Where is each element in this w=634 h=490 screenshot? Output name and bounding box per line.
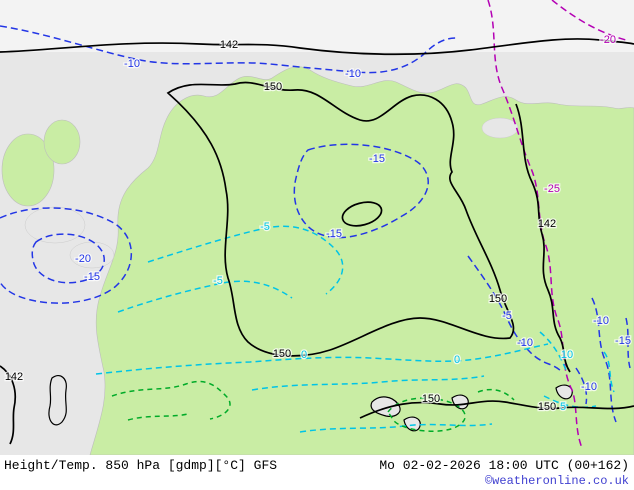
gray-patch-1 (24, 206, 86, 244)
contour-label: -20 (75, 253, 91, 265)
height-contour-142-east (515, 103, 571, 373)
contour-label: -5 (502, 310, 512, 322)
land-patch-west-2 (43, 119, 81, 165)
contour-label: -10 (517, 337, 533, 349)
weather-map: 142 150 142 150 150 142 150 150 -10 -10 -15 -15 -20 -… (0, 0, 634, 455)
lake-5 (555, 384, 573, 400)
contour-label: 150 (489, 293, 507, 305)
contour-label: -5 (260, 221, 270, 233)
temp-contour-green-1 (111, 380, 231, 420)
contour-label: 142 (5, 371, 23, 383)
chart-title: Height/Temp. 850 hPa [gdmp][°C] GFS (4, 458, 278, 473)
temp-contour-blue-west-outer (0, 207, 132, 304)
land-mass (89, 66, 634, 455)
temp-contour-green-2 (387, 397, 466, 432)
contour-label: 0 (301, 349, 307, 361)
contour-label: -10 (345, 68, 361, 80)
temp-contour-cyan-4 (251, 375, 485, 391)
temp-contour-cyan-6 (543, 395, 597, 408)
temp-contour-blue-west-inner (31, 233, 105, 284)
temp-contour-blue-southeast (467, 255, 563, 373)
contour-label: 10 (561, 349, 573, 361)
height-contour-inner-low (341, 201, 383, 227)
land-patch-west (1, 133, 55, 207)
footer-right: Mo 02-02-2026 18:00 UTC (00+162) ©weathe… (379, 458, 629, 488)
contour-labels-layer: 142 150 142 150 150 142 150 150 -10 -10 -15 -15 -20 -… (4, 33, 633, 415)
contour-label: 150 (538, 401, 556, 413)
contour-label: 142 (220, 39, 238, 51)
temp-contour-blue-east-2 (625, 317, 631, 369)
height-contour-142-southwest (0, 365, 17, 445)
temp-contour-green-3 (477, 388, 515, 401)
arctic-band (0, 0, 634, 52)
contour-label: -10 (581, 381, 597, 393)
temp-contour-green-4 (127, 413, 189, 421)
map-canvas: 142 150 142 150 150 142 150 150 -10 -10 -15 -15 -20 -… (0, 0, 634, 455)
contour-label: 5 (560, 401, 566, 413)
contour-label: -15 (369, 153, 385, 165)
contour-label: 150 (264, 81, 282, 93)
lake-3 (403, 416, 421, 432)
gray-patch-3 (481, 117, 519, 139)
contour-label: -20 (600, 34, 616, 46)
footer-copyright[interactable]: ©weatheronline.co.uk (484, 474, 629, 488)
contour-label: -10 (124, 58, 140, 70)
contour-label: 150 (273, 348, 291, 360)
contour-label: 0 (454, 354, 460, 366)
contour-label: -15 (84, 271, 100, 283)
contour-label: -15 (326, 228, 342, 240)
height-contour-150-main (166, 81, 515, 357)
temp-contour-cyan-2 (117, 280, 293, 313)
temp-contour-cyan-3 (95, 343, 549, 375)
temp-contour-blue-center-loop (293, 143, 429, 239)
temp-contour-cyan-8 (603, 351, 615, 393)
footer-datetime: Mo 02-02-2026 18:00 UTC (00+162) (379, 458, 629, 473)
contour-label: -5 (213, 275, 223, 287)
contour-label: -25 (544, 183, 560, 195)
temp-contour-blue-east-3 (575, 367, 588, 405)
temp-contour-cyan-5 (539, 331, 567, 371)
contour-label: 142 (538, 218, 556, 230)
contour-label: -10 (593, 315, 609, 327)
height-contour-150-southeast (359, 400, 634, 419)
height-contour-142-top (0, 38, 634, 56)
contour-label: 150 (422, 393, 440, 405)
contour-label: -15 (615, 335, 631, 347)
lake-1 (48, 375, 67, 426)
footer: Height/Temp. 850 hPa [gdmp][°C] GFS Mo 0… (0, 455, 634, 490)
